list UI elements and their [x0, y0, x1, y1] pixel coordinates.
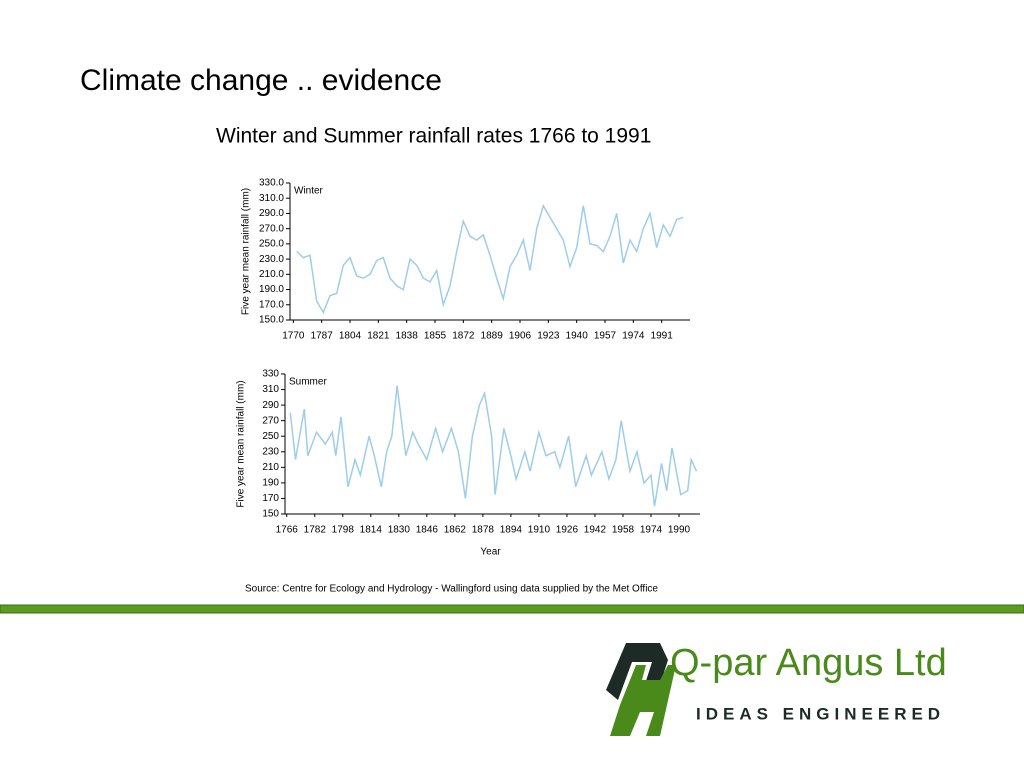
x-tick-label: 1821	[367, 331, 390, 342]
x-tick-label: 1872	[452, 331, 475, 342]
y-tick-label: 250	[262, 431, 279, 442]
y-tick-label: 170.0	[259, 299, 284, 310]
x-tick-label: 1798	[332, 525, 355, 536]
data-line	[296, 203, 684, 315]
x-tick-label: 1855	[424, 331, 447, 342]
x-tick-label: 1838	[396, 331, 419, 342]
data-line	[289, 385, 698, 507]
y-tick-label: 290	[262, 400, 279, 411]
y-tick-label: 230	[262, 446, 279, 457]
x-tick-label: 1862	[444, 525, 467, 536]
x-tick-label: 1878	[472, 525, 495, 536]
x-tick-label: 1770	[282, 331, 305, 342]
x-tick-label: 1910	[528, 525, 551, 536]
company-tagline: IDEAS ENGINEERED	[696, 704, 945, 723]
y-axis-label: Five year mean rainfall (mm)	[236, 380, 247, 507]
y-axis-label: Five year mean rainfall (mm)	[241, 188, 252, 315]
company-name: Q-par Angus Ltd	[670, 642, 947, 684]
x-tick-label: 1906	[509, 331, 532, 342]
x-tick-label: 1957	[594, 331, 617, 342]
x-tick-label: 1974	[622, 331, 645, 342]
x-tick-label: 1894	[500, 525, 523, 536]
y-tick-label: 190	[262, 478, 279, 489]
slide-subtitle: Winter and Summer rainfall rates 1766 to…	[216, 125, 651, 148]
y-tick-label: 150	[262, 509, 279, 520]
x-tick-label: 1889	[481, 331, 504, 342]
x-tick-label: 1846	[416, 525, 439, 536]
y-tick-label: 270.0	[259, 223, 284, 234]
y-tick-label: 250.0	[259, 239, 284, 250]
x-tick-label: 1940	[566, 331, 589, 342]
x-tick-label: 1830	[388, 525, 411, 536]
y-tick-label: 330.0	[259, 178, 284, 189]
x-tick-label: 1926	[556, 525, 579, 536]
x-tick-label: 1942	[584, 525, 607, 536]
x-tick-label: 1990	[668, 525, 691, 536]
y-tick-label: 270	[262, 415, 279, 426]
y-tick-label: 170	[262, 493, 279, 504]
x-tick-label: 1958	[612, 525, 635, 536]
y-tick-label: 230.0	[259, 254, 284, 265]
x-tick-label: 1787	[311, 331, 334, 342]
divider-bar	[0, 604, 1024, 614]
x-tick-label: 1991	[651, 331, 674, 342]
x-tick-label: 1766	[276, 525, 299, 536]
chart-title: Summer	[289, 377, 327, 388]
source-note: Source: Centre for Ecology and Hydrology…	[245, 584, 658, 595]
y-tick-label: 210.0	[259, 269, 284, 280]
x-tick-label: 1923	[537, 331, 560, 342]
x-tick-label: 1804	[339, 331, 362, 342]
y-tick-label: 290.0	[259, 208, 284, 219]
y-tick-label: 310	[262, 384, 279, 395]
logo-mark	[606, 643, 676, 736]
y-tick-label: 150.0	[259, 315, 284, 326]
y-tick-label: 210	[262, 462, 279, 473]
x-tick-label: 1814	[360, 525, 383, 536]
y-tick-label: 330	[262, 369, 279, 380]
chart-title: Winter	[294, 186, 324, 197]
x-tick-label: 1974	[640, 525, 663, 536]
slide-title: Climate change .. evidence	[80, 64, 442, 97]
y-tick-label: 310.0	[259, 193, 284, 204]
y-tick-label: 190.0	[259, 284, 284, 295]
x-axis-label: Year	[480, 547, 501, 558]
x-tick-label: 1782	[304, 525, 327, 536]
